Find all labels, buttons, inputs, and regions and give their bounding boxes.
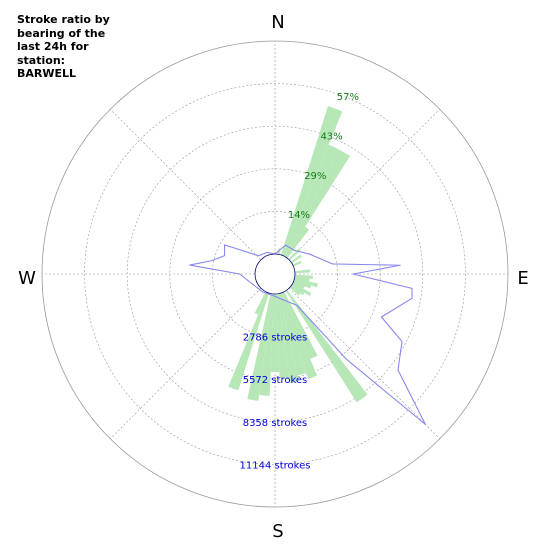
grid-spoke (110, 109, 262, 261)
ratio-bar (285, 289, 368, 403)
ratio-bar (279, 293, 307, 376)
ratio-bar (294, 276, 310, 282)
count-tick-label: 11144 strokes (240, 460, 311, 471)
count-line (189, 244, 426, 425)
compass-east: E (517, 268, 528, 289)
ratio-bar (290, 254, 302, 264)
ratio-bar (228, 292, 269, 391)
ratio-bar (294, 274, 313, 279)
ratio-bar (270, 293, 280, 373)
ratio-bar (285, 226, 310, 259)
ratio-bar (259, 293, 275, 396)
ratio-tick-label: 43% (320, 131, 342, 142)
ratio-bar (292, 260, 302, 267)
axis-labels: 14% 29% 43% 57% 2786 strokes 5572 strokes 8358… (240, 92, 359, 471)
ratio-tick-label: 14% (288, 210, 310, 221)
title-line: bearing of the (17, 26, 106, 40)
title-line: BARWELL (17, 67, 77, 80)
ratio-bars (228, 106, 368, 403)
count-tick-label: 5572 strokes (243, 375, 308, 386)
title-line: station: (17, 53, 66, 67)
grid-spoke (110, 287, 262, 439)
ratio-bar (294, 269, 310, 274)
ratio-bar (292, 281, 305, 289)
ratio-bar (282, 144, 340, 257)
grid-spoke (288, 109, 440, 261)
center-circle (254, 253, 296, 295)
ratio-bar (293, 280, 312, 289)
polar-grid (41, 40, 509, 508)
ratio-bar (275, 293, 289, 378)
ratio-bar (281, 292, 318, 379)
compass-south: S (272, 521, 283, 542)
chart-title: Stroke ratio by bearing of the last 24h … (17, 13, 137, 81)
count-series-line (189, 244, 426, 425)
ratio-bar (289, 286, 301, 296)
ratio-bar (291, 283, 312, 297)
title-line: Stroke ratio by (17, 13, 110, 26)
ratio-bar (247, 293, 273, 401)
ratio-bar (284, 149, 351, 258)
ratio-bar (290, 284, 305, 296)
grid-ring (212, 211, 338, 337)
grid-ring (84, 83, 466, 465)
grid-spoke (288, 287, 440, 439)
title-line: last 24h for (17, 40, 89, 53)
ratio-bar (282, 291, 318, 359)
compass-north: N (271, 12, 284, 33)
ratio-tick-label: 57% (337, 92, 359, 103)
ratio-tick-label: 29% (304, 171, 326, 182)
ratio-bar (281, 106, 343, 256)
count-tick-label: 8358 strokes (243, 418, 308, 429)
count-tick-label: 2786 strokes (243, 333, 308, 344)
ratio-bar (277, 293, 299, 384)
compass-west: W (18, 268, 36, 289)
ratio-bar (254, 291, 268, 315)
ratio-bar (294, 278, 318, 288)
grid-ring (126, 125, 424, 423)
